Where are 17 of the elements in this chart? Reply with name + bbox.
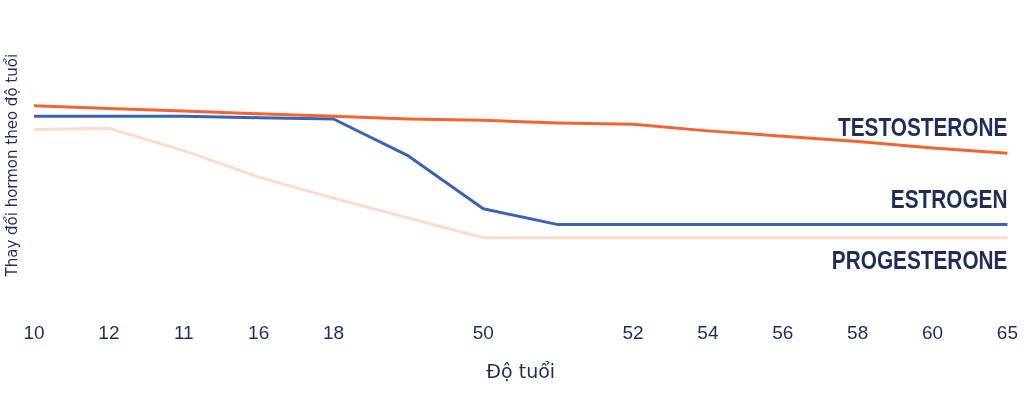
x-axis-title: Độ tuổi: [486, 359, 556, 382]
x-tick-label: 50: [472, 322, 494, 344]
x-tick-label: 10: [23, 322, 45, 344]
series-label: ESTROGEN: [890, 184, 1008, 214]
x-tick-label: 18: [322, 322, 345, 344]
x-tick-label: 56: [772, 322, 794, 344]
series-label: PROGESTERONE: [831, 245, 1008, 275]
x-tick-label: 16: [248, 322, 270, 344]
x-tick-label: 11: [173, 322, 194, 344]
x-tick-label: 54: [697, 322, 719, 344]
x-tick-label: 60: [921, 322, 944, 344]
y-axis-title: Thay đổi hormon theo độ tuổi: [2, 53, 21, 278]
x-tick-label: 12: [98, 322, 120, 344]
x-tick-label: 58: [847, 322, 869, 344]
x-tick-label: 65: [996, 322, 1018, 344]
x-tick-label: 52: [622, 322, 644, 344]
series-label: TESTOSTERONE: [838, 113, 1008, 143]
